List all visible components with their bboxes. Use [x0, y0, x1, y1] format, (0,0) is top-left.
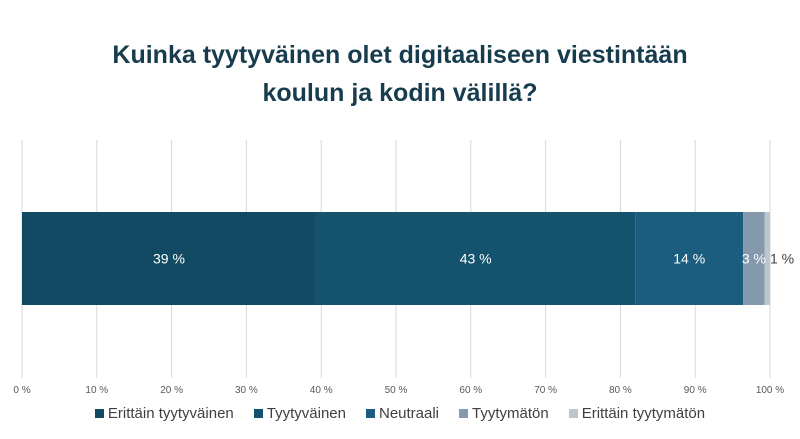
- legend-swatch: [459, 409, 469, 418]
- x-tick-label: 20 %: [160, 385, 183, 396]
- legend-swatch: [568, 409, 578, 418]
- x-tick-label: 10 %: [85, 385, 108, 396]
- bar-segment: [22, 212, 316, 305]
- chart-title: Kuinka tyytyväinen olet digitaaliseen vi…: [0, 36, 800, 112]
- data-label: 43 %: [460, 251, 492, 267]
- legend-label: Tyytymätön: [472, 405, 549, 422]
- chart-title-line-1: Kuinka tyytyväinen olet digitaaliseen vi…: [112, 41, 688, 69]
- x-tick-label: 80 %: [609, 385, 632, 396]
- x-tick-label: 60 %: [459, 385, 482, 396]
- x-tick-label: 30 %: [235, 385, 258, 396]
- x-tick-label: 50 %: [385, 385, 408, 396]
- data-label: 1 %: [770, 251, 794, 267]
- legend-label: Neutraali: [378, 405, 440, 422]
- x-tick-label: 90 %: [684, 385, 707, 396]
- x-tick-label: 0 %: [13, 385, 30, 396]
- bar-segment: [764, 212, 770, 305]
- x-tick-label: 40 %: [310, 385, 333, 396]
- legend-item: Tyytymätön: [459, 405, 549, 422]
- legend: Erittäin tyytyväinen Tyytyväinen Neutraa…: [0, 405, 800, 422]
- x-tick-label: 70 %: [534, 385, 557, 396]
- legend-label: Erittäin tyytymätön: [581, 405, 706, 422]
- legend-item: Neutraali: [365, 405, 440, 422]
- bar-segment: [743, 212, 765, 305]
- legend-swatch: [94, 409, 104, 418]
- data-label: 39 %: [153, 251, 185, 267]
- legend-item: Erittäin tyytyväinen: [94, 405, 234, 422]
- legend-item: Tyytyväinen: [253, 405, 346, 422]
- bar-segment: [635, 212, 744, 305]
- legend-item: Erittäin tyytymätön: [568, 405, 706, 422]
- legend-label: Tyytyväinen: [266, 405, 346, 422]
- x-tick-label: 100 %: [756, 385, 784, 396]
- data-label: 14 %: [673, 251, 705, 267]
- legend-label: Erittäin tyytyväinen: [107, 405, 234, 422]
- legend-swatch: [253, 409, 263, 418]
- bar-segment: [315, 212, 636, 305]
- data-label: 3 %: [742, 251, 766, 267]
- legend-swatch: [365, 409, 375, 418]
- chart-title-line-2: koulun ja kodin välillä?: [262, 79, 538, 107]
